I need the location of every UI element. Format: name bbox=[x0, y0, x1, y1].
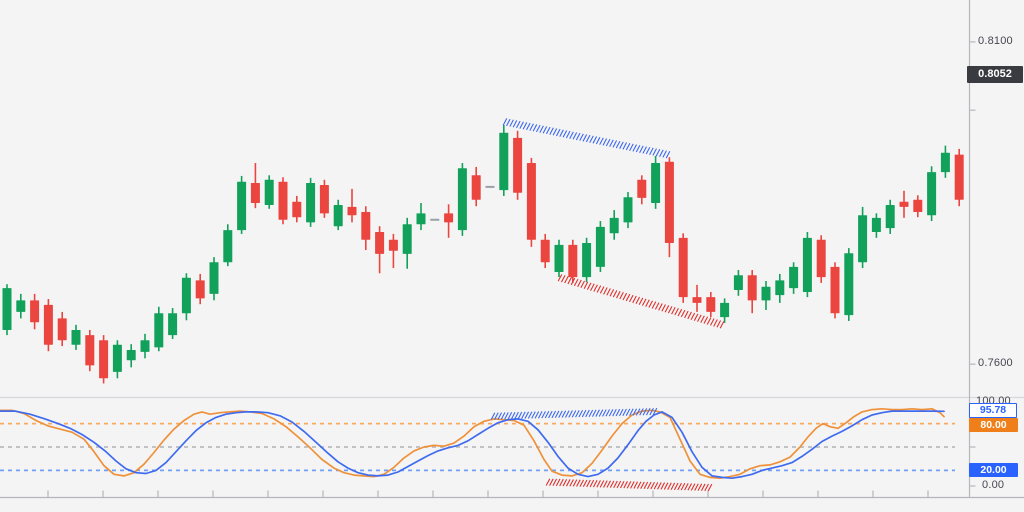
stoch-oversold-badge: 20.00 bbox=[969, 463, 1018, 477]
stoch-axis-label-0: 0.00 bbox=[982, 479, 1005, 491]
price-axis-label-bottom: 0.7600 bbox=[978, 357, 1013, 369]
pattern-trendlines[interactable] bbox=[490, 118, 725, 492]
stoch-lines-layer[interactable] bbox=[0, 407, 945, 480]
stoch-overbought-badge: 80.00 bbox=[969, 418, 1018, 432]
stoch-d-value-badge: 95.78 bbox=[969, 403, 1017, 418]
stoch-level-lines bbox=[0, 422, 955, 472]
candles-layer[interactable] bbox=[2, 125, 964, 384]
last-price-badge: 0.8052 bbox=[967, 66, 1023, 83]
price-axis-label-top: 0.8100 bbox=[978, 35, 1013, 47]
